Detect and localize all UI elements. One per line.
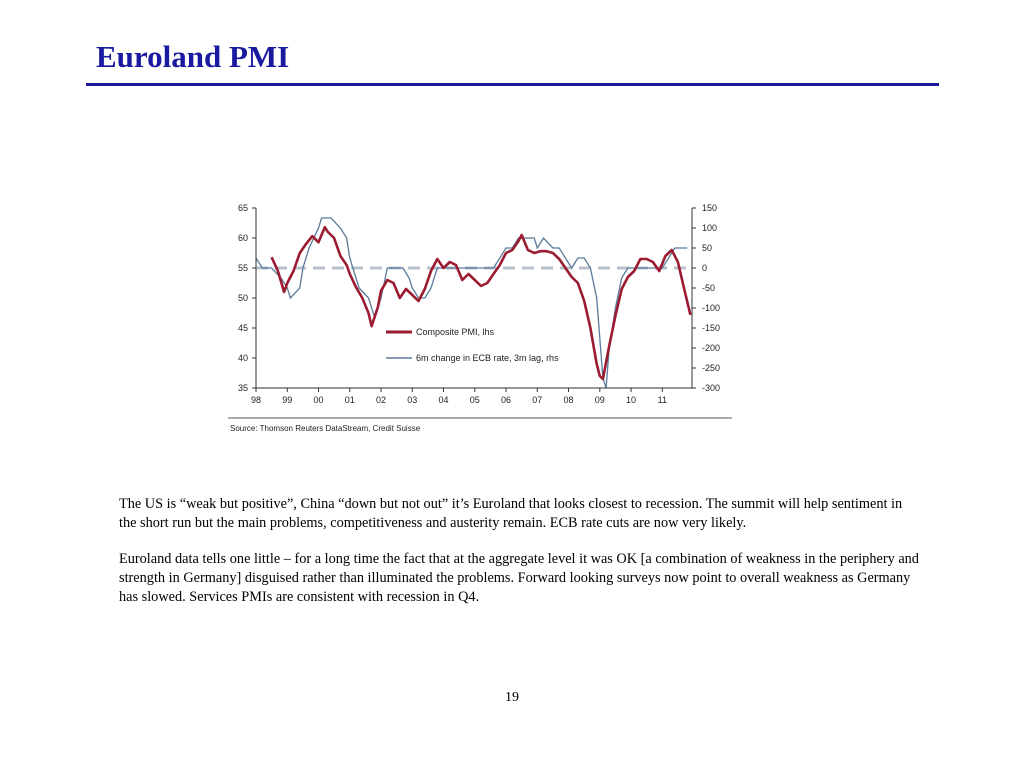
legend-label-pmi: Composite PMI, lhs <box>416 327 495 337</box>
paragraph-1: The US is “weak but positive”, China “do… <box>119 496 903 531</box>
x-axis: 98 99 00 01 02 03 04 05 06 07 08 09 10 11 <box>251 388 667 405</box>
right-y-tick-label: 0 <box>702 263 707 273</box>
left-y-tick-label: 65 <box>238 203 248 213</box>
x-tick-label: 07 <box>532 395 542 405</box>
chart-source: Source: Thomson Reuters DataStream, Cred… <box>230 424 421 433</box>
title-underline <box>86 83 939 86</box>
left-y-axis: 35 40 45 50 55 60 65 <box>238 203 256 393</box>
page-number: 19 <box>505 690 519 705</box>
left-y-tick-label: 55 <box>238 263 248 273</box>
series-line-rate <box>255 217 688 389</box>
x-tick-label: 10 <box>626 395 636 405</box>
x-tick-label: 08 <box>564 395 574 405</box>
x-tick-label: 98 <box>251 395 261 405</box>
paragraph-2: Euroland data tells one little – for a l… <box>119 551 919 605</box>
body-text: The US is “weak but positive”, China “do… <box>119 495 919 624</box>
right-y-axis: 150 100 50 0 -50 -100 -150 -200 -250 -300 <box>692 203 720 393</box>
left-y-tick-label: 50 <box>238 293 248 303</box>
right-y-tick-label: -250 <box>702 363 720 373</box>
series-line-pmi <box>270 225 692 381</box>
x-tick-label: 04 <box>439 395 449 405</box>
right-y-tick-label: -50 <box>702 283 715 293</box>
x-tick-label: 00 <box>314 395 324 405</box>
right-y-tick-label: -200 <box>702 343 720 353</box>
x-tick-label: 02 <box>376 395 386 405</box>
right-y-tick-label: -300 <box>702 383 720 393</box>
right-y-tick-label: -100 <box>702 303 720 313</box>
slide-title: Euroland PMI <box>96 39 290 74</box>
x-tick-label: 01 <box>345 395 355 405</box>
x-tick-label: 09 <box>595 395 605 405</box>
right-y-tick-label: -150 <box>702 323 720 333</box>
x-tick-label: 05 <box>470 395 480 405</box>
left-y-tick-label: 60 <box>238 233 248 243</box>
x-tick-label: 06 <box>501 395 511 405</box>
legend-label-rate: 6m change in ECB rate, 3m lag, rhs <box>416 353 559 363</box>
x-tick-label: 03 <box>407 395 417 405</box>
left-y-tick-label: 35 <box>238 383 248 393</box>
left-y-tick-label: 45 <box>238 323 248 333</box>
x-tick-label: 11 <box>658 395 667 405</box>
right-y-tick-label: 50 <box>702 243 712 253</box>
x-tick-label: 99 <box>282 395 292 405</box>
right-y-tick-label: 150 <box>702 203 717 213</box>
legend: Composite PMI, lhs 6m change in ECB rate… <box>386 327 559 363</box>
right-y-tick-label: 100 <box>702 223 717 233</box>
left-y-tick-label: 40 <box>238 353 248 363</box>
